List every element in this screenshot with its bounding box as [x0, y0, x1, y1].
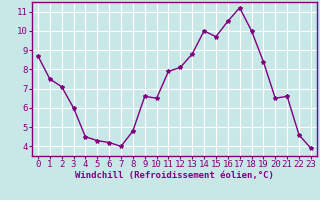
X-axis label: Windchill (Refroidissement éolien,°C): Windchill (Refroidissement éolien,°C): [75, 171, 274, 180]
